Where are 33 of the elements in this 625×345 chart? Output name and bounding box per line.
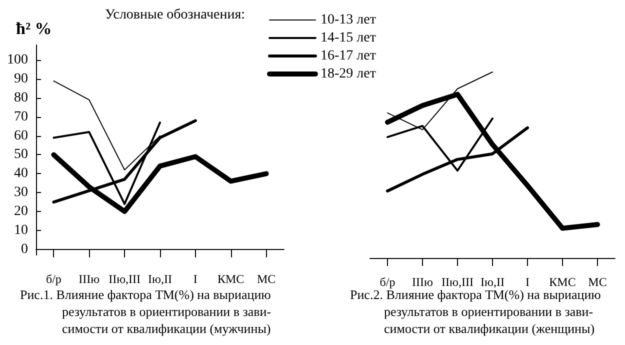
x-tick-label: I bbox=[193, 272, 198, 286]
legend-label: 18-29 лет bbox=[320, 66, 376, 82]
y-tick-label: 40 bbox=[14, 166, 28, 182]
x-tick-label: IIIю bbox=[78, 272, 100, 286]
text: Рис.1. Влияние фактора ТМ(%) на выриацию результатов в ориентировании в зави- симости от квалификации (мужчины) bbox=[20, 287, 272, 336]
y-tick-label: 90 bbox=[14, 72, 28, 87]
y-tick-label: 70 bbox=[14, 109, 28, 124]
y-tick-label: 80 bbox=[14, 90, 28, 106]
x-tick-label: б/р bbox=[46, 272, 62, 286]
legend-label: 14-15 лет bbox=[320, 30, 376, 46]
x-tick-label: Iю,II bbox=[480, 275, 504, 289]
y-axis-title: ħ² % bbox=[16, 19, 52, 38]
text: Рис.2. Влияние фактора ТМ(%) на выриацию результатов в ориентировании в зави- симости от квалификации (женщины) bbox=[350, 287, 602, 336]
y-tick-label: 10 bbox=[14, 222, 28, 238]
y-tick-label: 0 bbox=[21, 242, 28, 257]
y-tick-label: 20 bbox=[14, 204, 28, 219]
x-tick-label: I bbox=[526, 275, 530, 289]
legend-label: 16-17 лет bbox=[320, 48, 376, 64]
x-tick-label: КМС bbox=[549, 275, 576, 289]
y-tick-label: 60 bbox=[14, 128, 28, 144]
legend-label: 10-13 лет bbox=[320, 12, 376, 28]
x-tick-label: МС bbox=[256, 272, 276, 286]
x-tick-label: МС bbox=[588, 275, 607, 289]
x-tick-label: Iю,II bbox=[148, 272, 172, 286]
legend-title: Условные обозначения: bbox=[105, 8, 246, 22]
x-tick-label: IIю,III bbox=[442, 275, 474, 289]
y-tick-label: 100 bbox=[7, 52, 28, 68]
x-tick-label: IIю,III bbox=[108, 272, 141, 286]
y-tick-label: 30 bbox=[14, 185, 28, 200]
x-tick-label: б/р bbox=[380, 275, 396, 289]
x-tick-label: IIIю bbox=[412, 275, 434, 289]
x-tick-label: КМС bbox=[218, 272, 244, 286]
y-tick-label: 50 bbox=[14, 147, 28, 162]
